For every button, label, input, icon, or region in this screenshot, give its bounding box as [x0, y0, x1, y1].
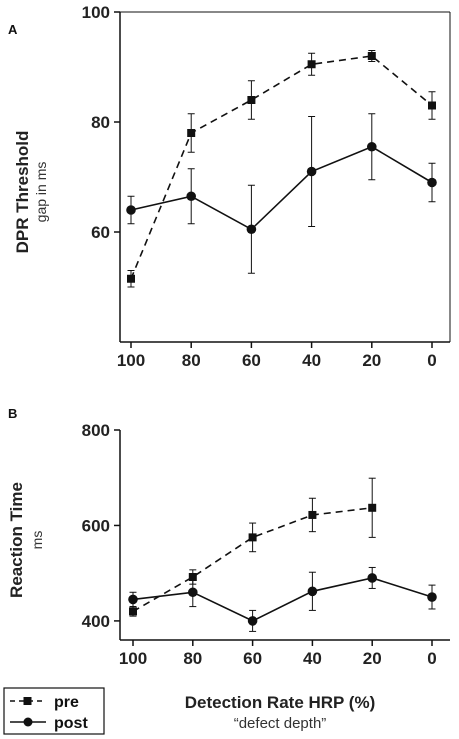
panel-a-pre-point [247, 96, 256, 104]
panel-a-pre-point [187, 129, 196, 137]
panel-b-pre-point [308, 510, 317, 519]
panel-b-post-point [188, 587, 198, 598]
panel-b-y-ticks: 400 600 800 [82, 421, 120, 631]
panel-a-post-point [367, 141, 377, 152]
panel-b-label: B [8, 406, 17, 421]
panel-b-y-tick-label: 600 [82, 516, 110, 535]
panel-a-y-ticks: 60 80 100 [82, 3, 120, 242]
panel-b-pre-point [248, 533, 257, 542]
panel-a-pre-point [367, 52, 376, 60]
panel-a-post-point [186, 191, 196, 202]
panel-b-pre-point [129, 607, 137, 616]
panel-b-y-tick-label: 400 [82, 612, 110, 631]
panel-a-post-point [306, 166, 317, 177]
panel-a-x-tick-label: 60 [242, 351, 261, 370]
panel-b-post-point [427, 592, 437, 602]
x-axis-title: Detection Rate HRP (%) [185, 693, 376, 712]
panel-a-post-series-line [130, 145, 433, 231]
panel-a-x-tick-label: 100 [117, 351, 145, 370]
legend: pre post [3, 687, 105, 735]
panel-a-post-point [126, 205, 136, 215]
panel-a-y-subtitle: gap in ms [33, 162, 49, 223]
panel-b-y-subtitle: ms [29, 531, 45, 550]
panel-b: B 400 600 800 100 80 60 40 20 0 Reaction Time m… [7, 406, 450, 668]
panel-a-x-tick-label: 80 [182, 351, 201, 370]
panel-b-post-point [307, 586, 318, 597]
panel-a-y-title: DPR Threshold [13, 131, 32, 254]
x-axis-subtitle: “defect depth” [234, 715, 327, 732]
legend-pre-label: pre [54, 694, 79, 711]
panel-a-label: A [8, 22, 18, 37]
panel-b-x-tick-label: 20 [363, 649, 382, 668]
panel-a: A 60 80 100 100 80 60 40 20 0 DPR Threshold gap… [8, 3, 451, 370]
panel-b-y-tick-label: 800 [82, 421, 110, 440]
panel-b-x-tick-label: 80 [183, 649, 202, 668]
panel-b-y-title: Reaction Time [7, 482, 26, 598]
panel-b-pre-point [188, 573, 197, 581]
panel-b-x-tick-label: 100 [119, 649, 147, 668]
panel-b-marks [128, 477, 437, 632]
legend-post-marker [23, 717, 33, 727]
panel-a-marks [126, 50, 437, 288]
panel-a-pre-series-line [130, 55, 433, 280]
panel-a-y-tick-label: 100 [82, 3, 110, 22]
panel-b-x-tick-label: 0 [427, 649, 436, 668]
panel-b-x-tick-label: 60 [243, 649, 262, 668]
panel-b-pre-point [368, 503, 377, 512]
legend-box [3, 687, 105, 735]
panel-b-x-ticks: 100 80 60 40 20 0 [119, 640, 437, 668]
legend-post-label: post [54, 715, 88, 732]
panel-a-y-tick-label: 60 [91, 223, 110, 242]
panel-a-x-ticks: 100 80 60 40 20 0 [117, 342, 437, 370]
panel-b-post-series-line [132, 577, 433, 622]
panel-a-y-tick-label: 80 [91, 113, 110, 132]
panel-b-post-point [128, 594, 138, 605]
panel-b-x-tick-label: 40 [303, 649, 322, 668]
panel-a-post-point [427, 177, 437, 188]
panel-a-post-point [246, 224, 257, 235]
panel-b-post-point [367, 573, 378, 583]
panel-b-post-point [247, 616, 258, 626]
legend-pre-marker [23, 697, 32, 705]
panel-a-x-tick-label: 0 [427, 351, 436, 370]
panel-a-x-tick-label: 20 [362, 351, 381, 370]
panel-a-pre-point [307, 60, 316, 69]
panel-a-pre-point [428, 101, 436, 110]
panel-a-x-tick-label: 40 [302, 351, 321, 370]
panel-a-pre-point [127, 274, 135, 283]
